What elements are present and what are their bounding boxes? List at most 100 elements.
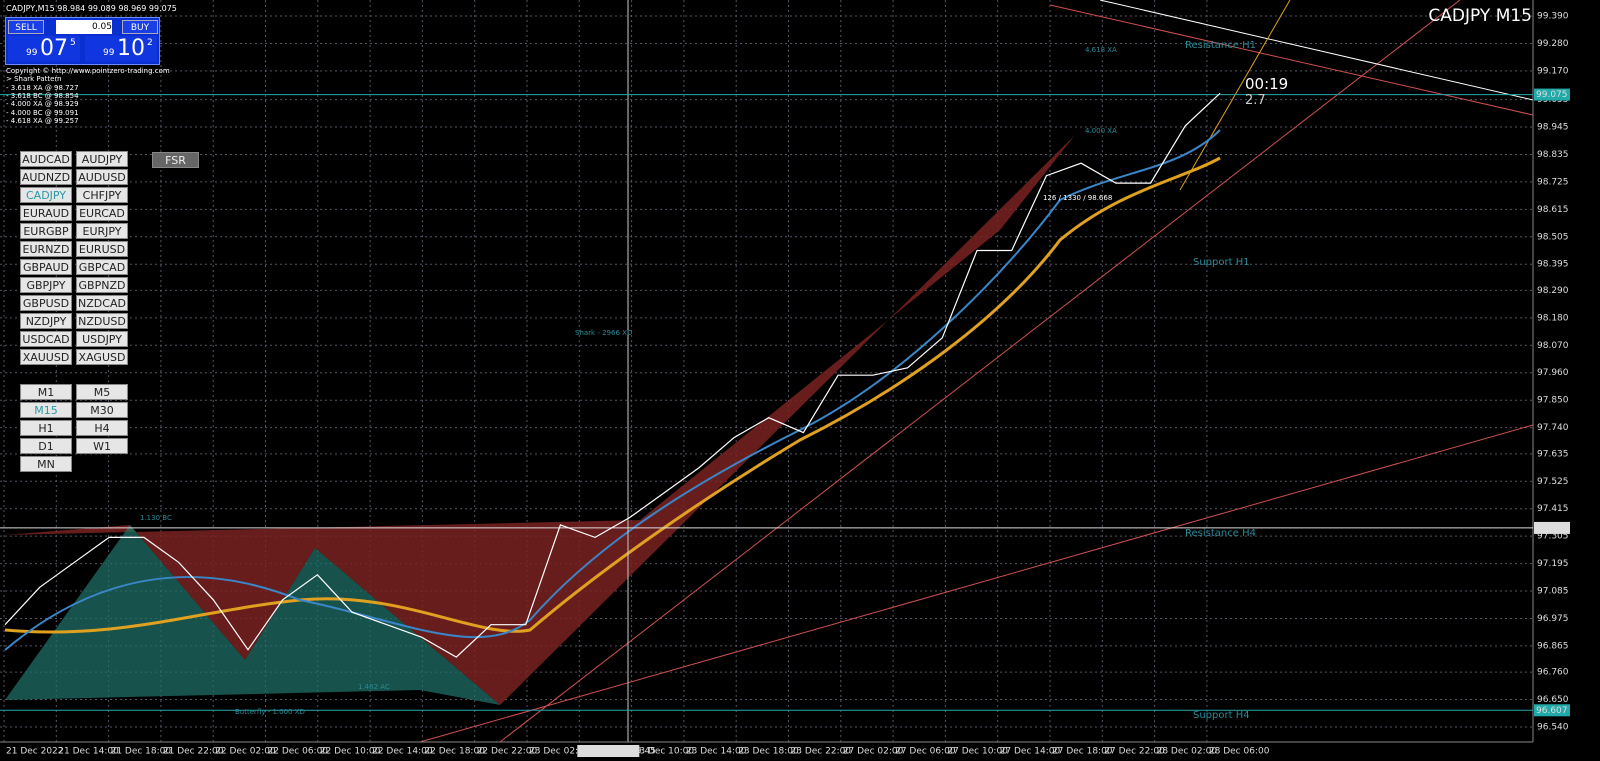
y-tick-label: 98.180 (1537, 313, 1569, 323)
symbol-button[interactable]: EURCAD (76, 205, 128, 221)
symbol-button[interactable]: CADJPY (20, 187, 72, 203)
timeframe-button[interactable]: H1 (20, 420, 72, 436)
y-tick-label: 97.740 (1537, 423, 1569, 433)
y-tick-label: 96.540 (1537, 723, 1569, 733)
symbol-button[interactable]: AUDCAD (20, 151, 72, 167)
y-tick-label: 96.865 (1537, 641, 1569, 651)
x-tick-label: 23 Dec 18:00 (738, 747, 799, 757)
info-line: - 3.618 BC @ 98.854 (6, 91, 79, 100)
ask-big: 99 (103, 48, 115, 58)
y-tick-label: 99.280 (1537, 39, 1569, 49)
annotation: 4.000 XA (1085, 127, 1117, 135)
x-tick-label: 21 Dec 22:00 (163, 747, 224, 757)
sell-button[interactable]: SELL (8, 20, 44, 34)
chart-title: CADJPY M15 (1428, 6, 1532, 26)
symbol-button[interactable]: EURJPY (76, 223, 128, 239)
x-tick-label: 22 Dec 10:00 (320, 747, 381, 757)
symbol-info: CADJPY,M15 98.984 99.089 98.969 99.075 (6, 4, 177, 13)
price-label: 99.075 (1536, 90, 1568, 100)
y-tick-label: 98.505 (1537, 232, 1569, 242)
bid-sup: 5 (70, 38, 76, 48)
symbol-button[interactable]: XAUUSD (20, 349, 72, 365)
annotation: 1.130 BC (140, 514, 172, 522)
price-label-bg (1534, 521, 1570, 534)
y-tick-label: 97.635 (1537, 449, 1569, 459)
symbol-button[interactable]: GBPCAD (76, 259, 128, 275)
annotation: Resistance H4 (1185, 528, 1256, 539)
x-tick-label: 27 Dec 02:00 (843, 747, 904, 757)
timeframe-button[interactable]: M30 (76, 402, 128, 418)
y-tick-label: 97.415 (1537, 504, 1569, 514)
timeframe-button[interactable]: M1 (20, 384, 72, 400)
symbol-button[interactable]: AUDUSD (76, 169, 128, 185)
fsr-button[interactable]: FSR (152, 152, 199, 168)
y-tick-label: 96.760 (1537, 668, 1569, 678)
x-tick-label: 21 Dec 14:00 (58, 747, 119, 757)
timeframe-button[interactable]: H4 (76, 420, 128, 436)
bid-big: 99 (26, 48, 38, 58)
timeframe-button[interactable]: M5 (76, 384, 128, 400)
trend-line (419, 424, 1534, 743)
y-tick-label: 98.835 (1537, 150, 1569, 160)
price-label-bg (1534, 88, 1570, 101)
symbol-button[interactable]: GBPNZD (76, 277, 128, 293)
x-tick-label: 21 Dec 18:00 (111, 747, 172, 757)
symbol-button[interactable]: GBPUSD (20, 295, 72, 311)
y-tick-label: 99.170 (1537, 66, 1569, 76)
x-tick-label: 23 Dec 14:00 (686, 747, 747, 757)
x-tick-label: 22 Dec 22:00 (477, 747, 538, 757)
y-tick-label: 98.725 (1537, 177, 1569, 187)
symbol-button[interactable]: CHFJPY (76, 187, 128, 203)
symbol-button[interactable]: GBPJPY (20, 277, 72, 293)
x-tick-label: 22 Dec 02:00 (215, 747, 276, 757)
x-tick-label: 21 Dec 2022 (6, 747, 64, 757)
trend-line (499, 0, 1461, 743)
symbol-button[interactable]: NZDCAD (76, 295, 128, 311)
info-line: - 4.000 XA @ 98.929 (6, 100, 79, 109)
symbol-button[interactable]: USDCAD (20, 331, 72, 347)
symbol-button[interactable]: AUDJPY (76, 151, 128, 167)
x-tick-label: 23 Dec 02:00 (529, 747, 590, 757)
symbol-button[interactable]: EURGBP (20, 223, 72, 239)
harmonic-pattern (5, 525, 500, 705)
symbol-button[interactable]: NZDJPY (20, 313, 72, 329)
symbol-button[interactable]: AUDNZD (20, 169, 72, 185)
annotation: Resistance H1 (1185, 40, 1256, 51)
buy-button[interactable]: BUY (122, 20, 158, 34)
y-tick-label: 98.395 (1537, 260, 1569, 270)
y-tick-label: 97.085 (1537, 587, 1569, 597)
annotation: Support H4 (1193, 710, 1250, 721)
symbol-button[interactable]: GBPAUD (20, 259, 72, 275)
x-tick-label: 22 Dec 18:00 (424, 747, 485, 757)
timeframe-button[interactable]: D1 (20, 438, 72, 454)
x-tick-label: 23 Dec 10:00 (634, 747, 695, 757)
x-tick-label: 23 Dec 22:00 (791, 747, 852, 757)
symbol-button[interactable]: EURNZD (20, 241, 72, 257)
harmonic-pattern (5, 135, 1075, 705)
timeframe-button[interactable]: W1 (76, 438, 128, 454)
bid-price: 99 07 5 (8, 36, 80, 62)
y-tick-label: 97.960 (1537, 368, 1569, 378)
symbol-button[interactable]: EURAUD (20, 205, 72, 221)
timeframe-button[interactable]: M15 (20, 402, 72, 418)
price-label: 96.607 (1536, 706, 1568, 716)
lot-input[interactable]: 0.05 (56, 20, 112, 34)
y-tick-label: 96.975 (1537, 614, 1569, 624)
symbol-button[interactable]: EURUSD (76, 241, 128, 257)
x-tick-label: 27 Dec 10:00 (947, 747, 1008, 757)
info-line: > Shark Pattern (6, 75, 62, 84)
symbol-button[interactable]: USDJPY (76, 331, 128, 347)
y-tick-label: 97.195 (1537, 559, 1569, 569)
timeframe-button[interactable]: MN (20, 456, 72, 472)
y-tick-label: 96.650 (1537, 695, 1569, 705)
x-tick-label: 28 Dec 02:00 (1157, 747, 1218, 757)
info-line: - 4.000 BC @ 99.091 (6, 108, 79, 117)
moving-average (4, 156, 1221, 634)
spread: 2.7 (1245, 93, 1266, 108)
symbol-button[interactable]: XAGUSD (76, 349, 128, 365)
symbol-button[interactable]: NZDUSD (76, 313, 128, 329)
annotation: 126 / 1330 / 98.668 (1043, 194, 1113, 202)
price-line-series (4, 92, 1221, 658)
